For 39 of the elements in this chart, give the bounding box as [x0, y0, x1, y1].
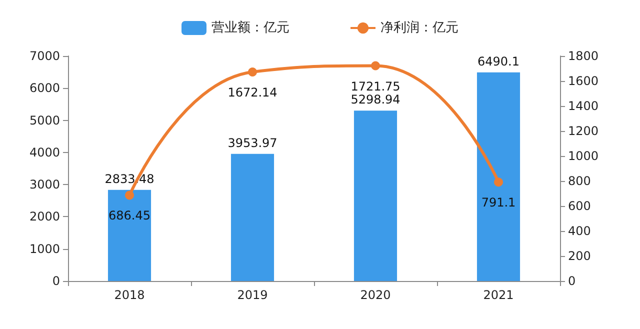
y-tick-label: 2000 [29, 210, 60, 224]
point [494, 178, 503, 187]
y-tick-label: 0 [52, 274, 60, 288]
bar [108, 190, 152, 281]
bar [354, 110, 398, 281]
data-label: 1721.75 [350, 79, 400, 94]
point [125, 190, 134, 200]
point [248, 67, 257, 76]
y2-tick-label: 1200 [568, 124, 599, 138]
y2-tick-label: 1800 [568, 49, 599, 63]
x-tick-label: 2020 [360, 288, 391, 302]
y2-tick-label: 200 [568, 249, 591, 263]
bar [476, 72, 520, 281]
data-label: 686.45 [108, 208, 150, 223]
legend-label: 营业额：亿元 [212, 20, 290, 36]
point [371, 61, 380, 70]
y-tick-label: 4000 [29, 145, 60, 160]
y2-tick-label: 400 [568, 224, 591, 238]
y-tick-label: 7000 [29, 49, 60, 63]
data-label: 1672.14 [228, 85, 278, 100]
y2-tick-label: 1000 [568, 149, 599, 163]
bar [230, 154, 274, 281]
legend-label: 净利润：亿元 [380, 20, 458, 36]
y2-tick-label: 1400 [568, 99, 599, 113]
x-tick-label: 2021 [483, 288, 514, 302]
y2-tick-label: 0 [568, 274, 576, 288]
y2-tick-label: 600 [568, 199, 591, 213]
data-label: 5298.94 [350, 92, 400, 107]
y-tick-label: 3000 [29, 178, 60, 192]
y2-tick-label: 800 [568, 174, 591, 188]
x-tick-label: 2018 [114, 288, 145, 302]
y-tick-label: 6000 [29, 81, 60, 96]
data-label: 6490.1 [478, 54, 520, 68]
y-tick-label: 1000 [29, 242, 60, 256]
data-label: 791.1 [481, 196, 516, 210]
x-tick-label: 2019 [237, 288, 268, 302]
data-label: 3953.97 [228, 136, 278, 150]
y2-tick-label: 1600 [568, 74, 599, 88]
y-tick-label: 5000 [29, 113, 60, 128]
